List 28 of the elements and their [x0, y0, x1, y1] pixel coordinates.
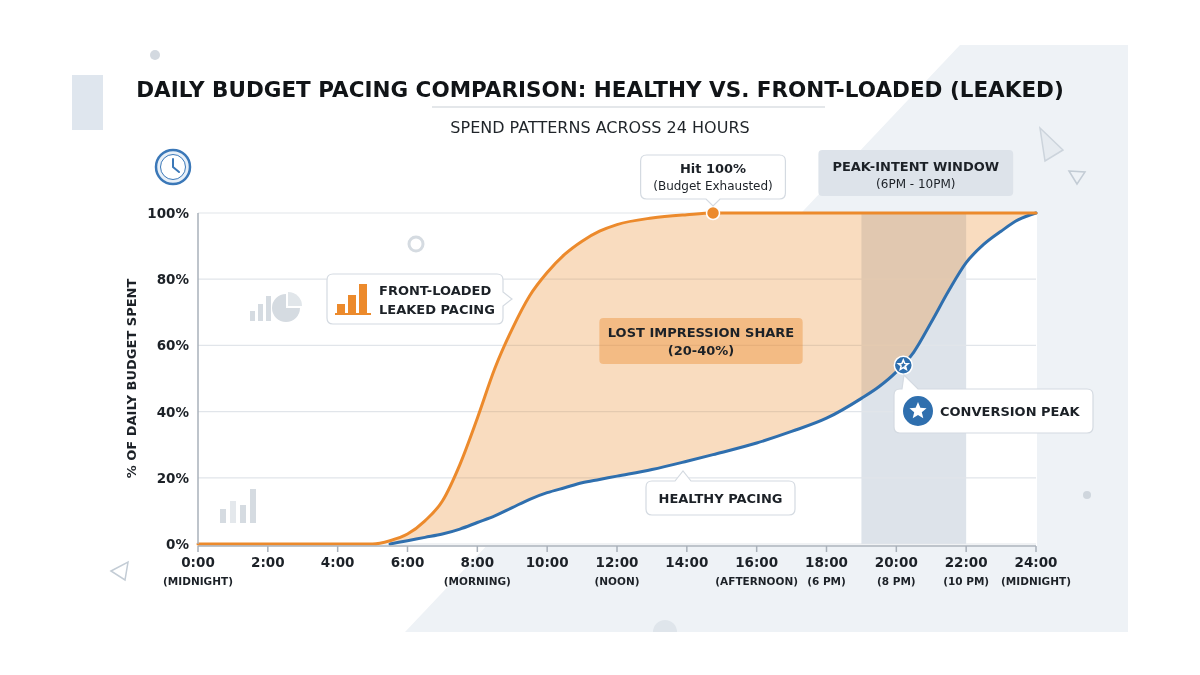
x-tick-label: 16:00 (AFTERNOON) — [715, 554, 799, 587]
y-axis-title: % OF DAILY BUDGET SPENT — [124, 278, 139, 479]
x-tick-label: 24:00 (MIDNIGHT) — [1001, 554, 1071, 587]
y-tick-label: 40% — [156, 403, 190, 420]
y-tick-label: 80% — [156, 271, 190, 288]
annotation: LOST IMPRESSION SHARE (20-40%) — [607, 325, 795, 358]
y-tick-label: 20% — [156, 469, 190, 486]
legend-label: FRONT-LOADED LEAKED PACING — [379, 282, 495, 317]
chart-subtitle: SPEND PATTERNS ACROSS 24 HOURS — [450, 118, 750, 137]
annotation: Hit 100% (Budget Exhausted) — [653, 161, 773, 193]
x-tick-label: 20:00 (8 PM) — [874, 554, 918, 587]
x-tick-label: 22:00 (10 PM) — [943, 554, 990, 587]
x-tick-label: 4:00 — [320, 554, 355, 570]
chart-title: DAILY BUDGET PACING COMPARISON: HEALTHY VS. FRONT-LOADED (LEAKED) — [136, 77, 1064, 102]
x-tick-label: 8:00 (MORNING) — [443, 554, 511, 587]
annotation: CONVERSION PEAK — [940, 404, 1081, 419]
x-tick-label: 0:00 (MIDNIGHT) — [163, 554, 233, 587]
x-tick-label: 14:00 — [665, 554, 709, 570]
y-tick-label: 60% — [156, 337, 190, 354]
x-tick-label: 18:00 (6 PM) — [805, 554, 848, 587]
x-tick-label: 2:00 — [251, 554, 285, 570]
y-tick-label: 0% — [166, 536, 190, 552]
y-tick-label: 100% — [147, 205, 190, 221]
band-label: PEAK-INTENT WINDOW (6PM - 10PM) — [832, 159, 1000, 191]
series-label: HEALTHY PACING — [658, 491, 783, 506]
x-tick-label: 12:00 (NOON) — [594, 554, 640, 587]
x-tick-label: 10:00 — [525, 554, 569, 570]
x-tick-label: 6:00 — [390, 554, 425, 570]
